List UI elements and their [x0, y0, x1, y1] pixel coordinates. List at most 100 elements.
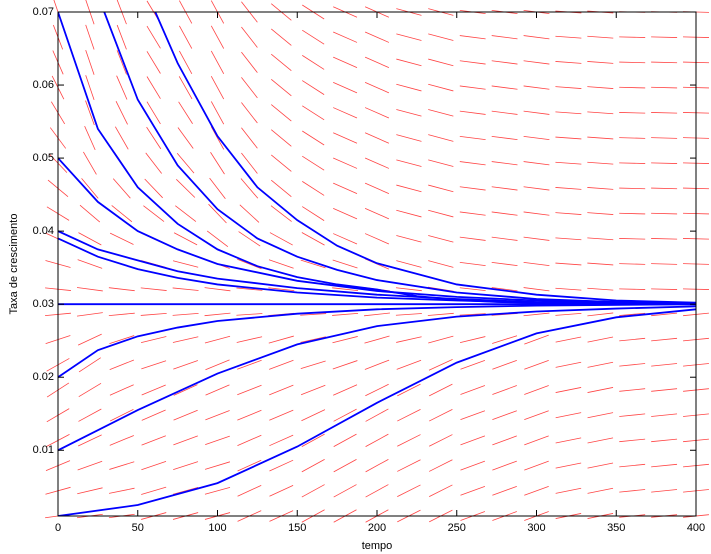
slope-segment: [204, 486, 231, 495]
slope-segment: [141, 409, 166, 421]
slope-segment: [587, 312, 614, 317]
solution-curve: [154, 12, 696, 304]
slope-segment: [429, 383, 453, 397]
slope-segment: [555, 187, 582, 190]
slope-segment: [587, 136, 614, 140]
slope-segment: [396, 336, 422, 343]
slope-segment: [300, 384, 326, 396]
curves: [58, 12, 696, 516]
slope-segment: [302, 206, 325, 221]
slope-segment: [77, 333, 102, 346]
slope-segment: [146, 101, 161, 125]
slope-segment: [301, 409, 326, 422]
slope-segment: [333, 157, 358, 169]
slope-segment: [396, 33, 422, 41]
slope-segment: [146, 126, 162, 150]
slope-segment: [300, 336, 326, 343]
slope-segment: [555, 86, 582, 89]
y-tick-label: 0.06: [33, 79, 54, 91]
slope-segment: [524, 385, 549, 395]
slope-segment: [651, 337, 678, 342]
slope-segment: [491, 85, 518, 90]
slope-segment: [619, 162, 646, 164]
slope-segment: [555, 237, 582, 241]
slope-segment: [108, 487, 135, 494]
slope-segment: [85, 49, 95, 75]
slope-segment: [428, 109, 454, 117]
slope-segment: [364, 132, 390, 144]
slope-segment: [429, 434, 453, 447]
slope-segment: [459, 287, 486, 292]
slope-segment: [460, 460, 486, 471]
slope-segment: [204, 312, 231, 317]
slope-segment: [333, 82, 358, 94]
slope-segment: [85, 75, 95, 101]
slope-segment: [555, 462, 582, 469]
slope-segment: [332, 360, 358, 370]
slope-segment: [332, 259, 358, 269]
slope-segment: [491, 287, 518, 292]
slope-segment: [204, 287, 231, 292]
slope-segment: [555, 361, 582, 368]
slope-segment: [205, 435, 230, 446]
slope-segment: [209, 177, 226, 199]
slope-segment: [146, 25, 161, 49]
y-tick-label: 0.01: [33, 444, 54, 456]
slope-segment: [555, 262, 582, 266]
slope-segment: [116, 50, 127, 75]
slope-segment: [524, 485, 549, 496]
slope-segment: [210, 25, 225, 49]
slope-segment: [204, 461, 231, 470]
slope-segment: [555, 412, 582, 419]
slope-segment: [241, 26, 258, 48]
slope-segment: [619, 187, 646, 190]
slope-segment: [112, 178, 131, 199]
slope-segment: [364, 359, 390, 370]
slope-segment: [492, 385, 517, 395]
slope-segment: [332, 336, 358, 344]
slope-segment: [651, 388, 678, 392]
slope-segment: [555, 287, 582, 291]
slope-segment: [429, 408, 453, 422]
slope-segment: [428, 33, 454, 41]
slope-segment: [208, 203, 227, 224]
slope-segment: [492, 485, 517, 496]
slope-segment: [333, 132, 358, 144]
slope-segment: [397, 434, 421, 447]
slope-segment: [428, 260, 454, 268]
slope-segment: [302, 80, 325, 95]
slope-segment: [364, 312, 390, 317]
slope-segment: [587, 237, 614, 241]
slope-segment: [109, 409, 134, 422]
slope-segment: [116, 75, 128, 100]
slope-segment: [333, 458, 357, 473]
slope-segment: [460, 485, 486, 496]
slope-segment: [241, 127, 258, 149]
slope-segment: [173, 384, 198, 396]
slope-segment: [396, 109, 422, 117]
slope-segment: [241, 51, 258, 73]
slope-segment: [619, 413, 646, 417]
slope-segment: [271, 154, 292, 172]
slope-segment: [210, 126, 225, 150]
slope-segment: [459, 236, 486, 241]
slope-segment: [395, 313, 422, 316]
slope-segment: [77, 487, 103, 495]
x-tick-label: 150: [288, 522, 306, 534]
slope-segment: [555, 136, 582, 140]
slope-segment: [302, 55, 325, 70]
slope-segment: [396, 159, 422, 167]
slope-segment: [619, 337, 646, 342]
slope-segment: [85, 24, 95, 50]
slope-segment: [523, 312, 550, 317]
slope-field: [45, 0, 710, 523]
slope-segment: [459, 35, 486, 40]
slope-segment: [397, 383, 421, 397]
slope-segment: [619, 86, 646, 89]
slope-segment: [619, 112, 646, 114]
slope-segment: [651, 438, 678, 443]
x-axis-label: tempo: [362, 540, 393, 552]
slope-segment: [178, 101, 193, 124]
slope-segment: [146, 51, 161, 74]
slope-segment: [240, 178, 259, 199]
